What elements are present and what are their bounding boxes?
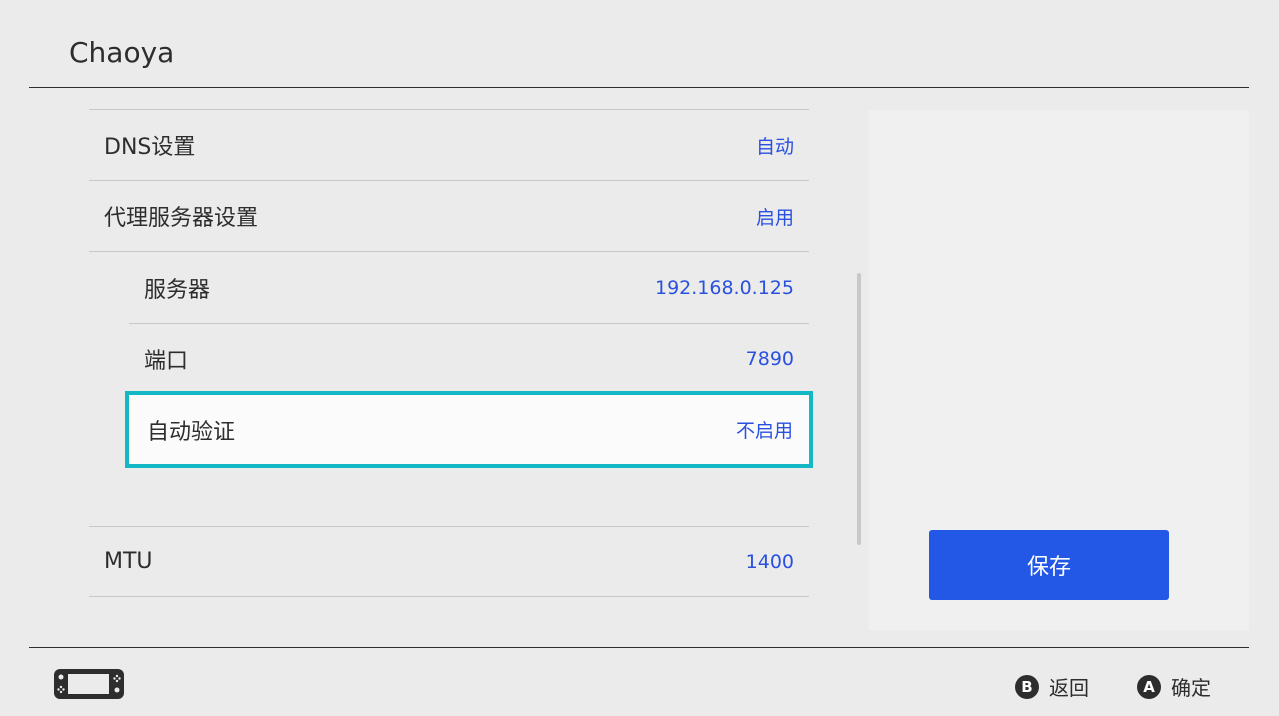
row-value: 1400 (745, 550, 794, 573)
list-item-server[interactable]: 服务器 192.168.0.125 (89, 251, 809, 323)
header-divider (29, 87, 1249, 88)
row-label: 服务器 (144, 277, 211, 303)
list-item-proxy[interactable]: 代理服务器设置 启用 (89, 180, 809, 251)
row-label: DNS设置 (104, 135, 196, 160)
row-value: 启用 (755, 206, 794, 229)
list-item-mtu[interactable]: MTU 1400 (89, 526, 809, 597)
console-icon (54, 669, 124, 703)
row-value: 7890 (745, 348, 794, 370)
ok-hint[interactable]: A 确定 (1137, 672, 1211, 701)
scrollbar[interactable] (857, 273, 861, 545)
list-item-dns[interactable]: DNS设置 自动 (89, 109, 809, 180)
list-item-port[interactable]: 端口 7890 (129, 323, 809, 394)
save-button[interactable]: 保存 (929, 530, 1169, 600)
page-title: Chaoya (69, 36, 175, 69)
footer-divider (29, 647, 1249, 648)
row-value: 不启用 (735, 420, 793, 442)
row-label: MTU (104, 549, 153, 574)
back-hint[interactable]: B 返回 (1015, 672, 1089, 701)
row-label: 代理服务器设置 (104, 206, 259, 231)
b-button-icon: B (1015, 674, 1039, 699)
row-value: 自动 (755, 135, 794, 158)
list-item-auth[interactable]: 自动验证 不启用 (125, 391, 813, 468)
back-label: 返回 (1049, 676, 1089, 700)
ok-label: 确定 (1171, 676, 1211, 700)
a-button-icon: A (1137, 674, 1161, 699)
row-label: 端口 (144, 349, 189, 374)
row-label: 自动验证 (147, 419, 236, 445)
row-value: 192.168.0.125 (654, 276, 794, 299)
